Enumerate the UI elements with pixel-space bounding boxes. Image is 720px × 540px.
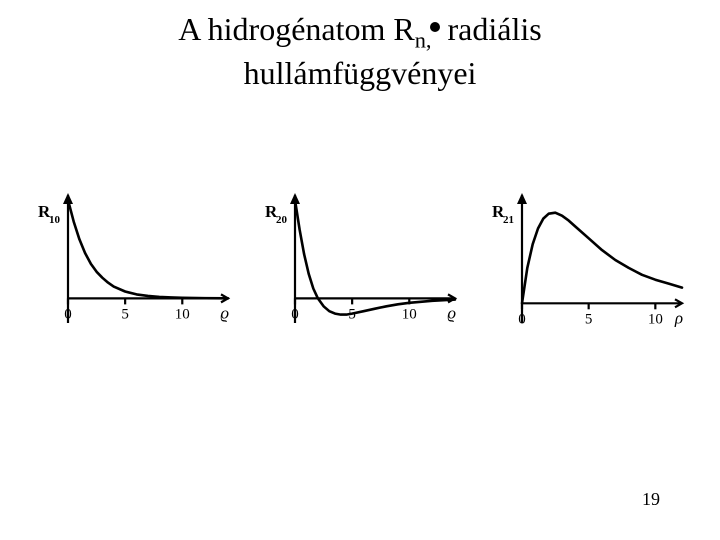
title-sub: n, [415,27,432,52]
svg-text:10: 10 [402,306,417,322]
svg-text:0: 0 [518,311,526,327]
svg-text:ϱ: ϱ [447,303,456,322]
svg-text:0: 0 [65,306,73,322]
chart-r20: 0510ϱR20 [255,183,465,353]
charts-row: 0510ϱR10 0510ϱR20 0510ρR21 [0,183,720,353]
page-title: A hidrogénatom Rn, radiális hullámfüggvé… [0,0,720,93]
title-line1-pre: A hidrogénatom R [178,11,414,47]
page-number: 19 [642,489,660,510]
svg-text:10: 10 [49,214,61,226]
svg-text:0: 0 [291,306,299,322]
svg-text:5: 5 [585,311,593,327]
chart-r21: 0510ρR21 [482,183,692,353]
chart-r10: 0510ϱR10 [28,183,238,353]
svg-text:ρ: ρ [673,308,682,327]
svg-text:5: 5 [122,306,129,322]
svg-text:20: 20 [276,214,288,226]
svg-text:10: 10 [647,311,662,327]
svg-text:ϱ: ϱ [221,303,230,322]
title-bullet [432,11,440,47]
svg-text:21: 21 [503,214,514,226]
title-line2: hullámfüggvényei [0,54,720,92]
svg-text:10: 10 [175,306,190,322]
title-line1-post: radiális [440,11,542,47]
